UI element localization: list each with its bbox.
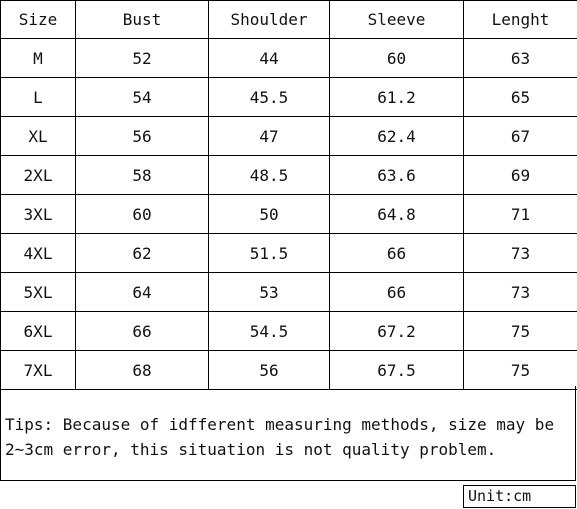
cell-shoulder: 53 bbox=[208, 272, 330, 312]
cell-sleeve: 61.2 bbox=[329, 77, 464, 117]
cell-shoulder: 54.5 bbox=[208, 311, 330, 351]
cell-size: 5XL bbox=[0, 272, 76, 312]
header-bust: Bust bbox=[75, 0, 209, 39]
cell-sleeve: 63.6 bbox=[329, 155, 464, 195]
header-length: Lenght bbox=[463, 0, 577, 39]
cell-length: 69 bbox=[463, 155, 577, 195]
header-shoulder: Shoulder bbox=[208, 0, 330, 39]
size-table: Size Bust Shoulder Sleeve Lenght M 52 44… bbox=[0, 0, 577, 390]
unit-label: Unit:cm bbox=[463, 485, 576, 508]
cell-length: 71 bbox=[463, 194, 577, 234]
cell-bust: 68 bbox=[75, 350, 209, 390]
cell-shoulder: 56 bbox=[208, 350, 330, 390]
tips-text: Tips: Because of idfferent measuring met… bbox=[5, 415, 555, 459]
cell-length: 65 bbox=[463, 77, 577, 117]
cell-sleeve: 62.4 bbox=[329, 116, 464, 156]
cell-length: 75 bbox=[463, 350, 577, 390]
cell-size: 3XL bbox=[0, 194, 76, 234]
cell-length: 67 bbox=[463, 116, 577, 156]
cell-size: 6XL bbox=[0, 311, 76, 351]
cell-size: M bbox=[0, 38, 76, 78]
cell-shoulder: 45.5 bbox=[208, 77, 330, 117]
cell-length: 73 bbox=[463, 272, 577, 312]
cell-length: 63 bbox=[463, 38, 577, 78]
cell-bust: 52 bbox=[75, 38, 209, 78]
table-row: 5XL 64 53 66 73 bbox=[0, 272, 577, 312]
cell-bust: 66 bbox=[75, 311, 209, 351]
cell-shoulder: 51.5 bbox=[208, 233, 330, 273]
cell-bust: 54 bbox=[75, 77, 209, 117]
header-sleeve: Sleeve bbox=[329, 0, 464, 39]
cell-size: 7XL bbox=[0, 350, 76, 390]
tips-box: Tips: Because of idfferent measuring met… bbox=[0, 386, 576, 481]
table-row: 7XL 68 56 67.5 75 bbox=[0, 350, 577, 390]
table-row: 2XL 58 48.5 63.6 69 bbox=[0, 155, 577, 195]
cell-bust: 58 bbox=[75, 155, 209, 195]
cell-size: 2XL bbox=[0, 155, 76, 195]
table-row: 4XL 62 51.5 66 73 bbox=[0, 233, 577, 273]
cell-bust: 60 bbox=[75, 194, 209, 234]
cell-sleeve: 66 bbox=[329, 233, 464, 273]
table-row: XL 56 47 62.4 67 bbox=[0, 116, 577, 156]
cell-bust: 64 bbox=[75, 272, 209, 312]
table-row: M 52 44 60 63 bbox=[0, 38, 577, 78]
header-size: Size bbox=[0, 0, 76, 39]
table-row: 6XL 66 54.5 67.2 75 bbox=[0, 311, 577, 351]
cell-sleeve: 64.8 bbox=[329, 194, 464, 234]
cell-size: 4XL bbox=[0, 233, 76, 273]
header-row: Size Bust Shoulder Sleeve Lenght bbox=[0, 0, 577, 39]
cell-length: 75 bbox=[463, 311, 577, 351]
cell-size: XL bbox=[0, 116, 76, 156]
cell-length: 73 bbox=[463, 233, 577, 273]
cell-bust: 62 bbox=[75, 233, 209, 273]
cell-shoulder: 48.5 bbox=[208, 155, 330, 195]
cell-bust: 56 bbox=[75, 116, 209, 156]
cell-sleeve: 67.2 bbox=[329, 311, 464, 351]
cell-shoulder: 44 bbox=[208, 38, 330, 78]
cell-sleeve: 67.5 bbox=[329, 350, 464, 390]
table-row: 3XL 60 50 64.8 71 bbox=[0, 194, 577, 234]
cell-shoulder: 47 bbox=[208, 116, 330, 156]
cell-sleeve: 60 bbox=[329, 38, 464, 78]
cell-sleeve: 66 bbox=[329, 272, 464, 312]
cell-size: L bbox=[0, 77, 76, 117]
cell-shoulder: 50 bbox=[208, 194, 330, 234]
table-row: L 54 45.5 61.2 65 bbox=[0, 77, 577, 117]
